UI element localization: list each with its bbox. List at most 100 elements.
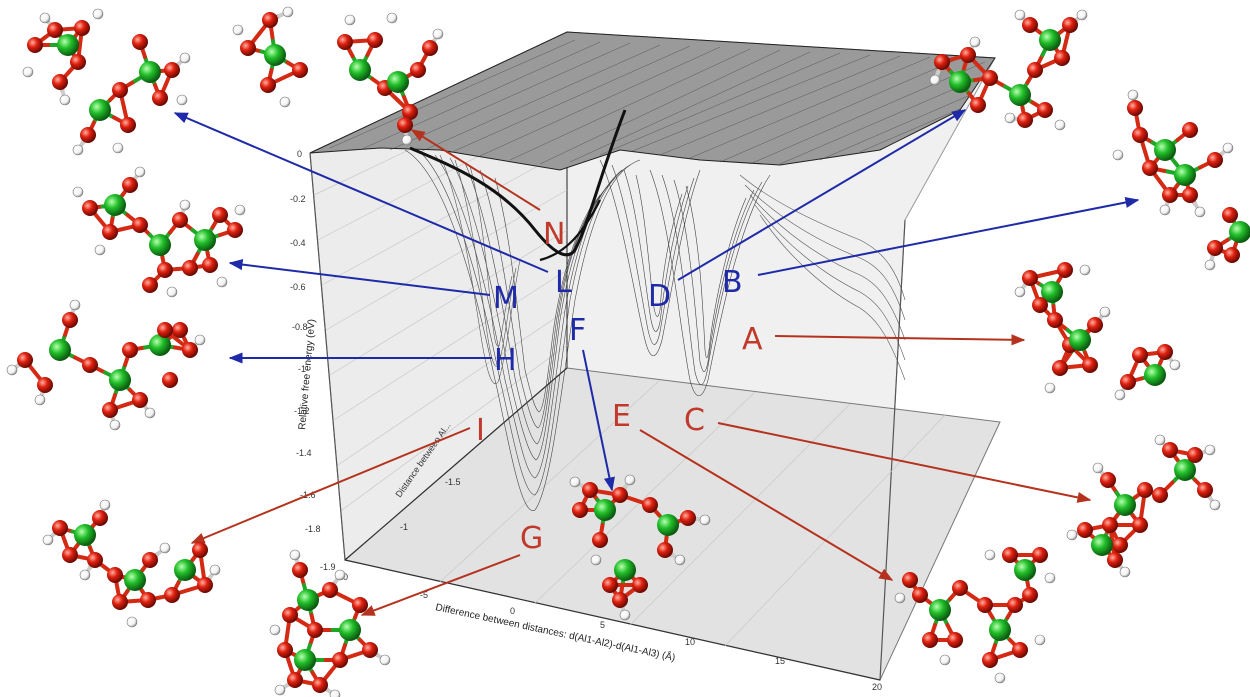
surface-ridge-dark bbox=[409, 109, 627, 257]
oxygen-atom bbox=[1152, 487, 1168, 503]
oxygen-atom bbox=[922, 632, 938, 648]
label-A: A bbox=[742, 322, 763, 357]
oxygen-atom bbox=[92, 510, 108, 526]
oxygen-atom bbox=[312, 677, 328, 693]
aluminum-atom bbox=[49, 339, 71, 361]
oxygen-atom bbox=[977, 597, 993, 613]
oxygen-atom bbox=[164, 62, 180, 78]
hydrogen-atom bbox=[39, 12, 51, 24]
oxygen-atom bbox=[37, 377, 53, 393]
oxygen-atom bbox=[142, 277, 158, 293]
oxygen-atom bbox=[1012, 642, 1028, 658]
oxygen-atom bbox=[612, 487, 628, 503]
oxygen-atom bbox=[1157, 344, 1173, 360]
hydrogen-atom bbox=[1014, 9, 1026, 21]
x-tick: 0 bbox=[510, 606, 515, 616]
oxygen-atom bbox=[47, 22, 63, 38]
oxygen-atom bbox=[240, 40, 256, 56]
plot-box bbox=[309, 31, 1001, 682]
aluminum-atom bbox=[1069, 329, 1091, 351]
hydrogen-atom bbox=[126, 616, 138, 628]
aluminum-atom bbox=[949, 71, 971, 93]
hydrogen-atom bbox=[112, 142, 124, 154]
oxygen-atom bbox=[1037, 102, 1053, 118]
aluminum-atom bbox=[657, 514, 679, 536]
oxygen-atom bbox=[1162, 187, 1178, 203]
hydrogen-atom bbox=[209, 564, 221, 576]
oxygen-atom bbox=[1102, 517, 1118, 533]
aluminum-atom bbox=[989, 619, 1011, 641]
oxygen-atom bbox=[112, 594, 128, 610]
oxygen-atom bbox=[902, 572, 918, 588]
hydrogen-atom bbox=[1079, 264, 1091, 276]
hydrogen-atom bbox=[274, 684, 286, 696]
molecule-bottom-E bbox=[894, 547, 1056, 684]
oxygen-atom bbox=[612, 592, 628, 608]
oxygen-atom bbox=[87, 552, 103, 568]
hydrogen-atom bbox=[624, 474, 636, 486]
oxygen-atom bbox=[602, 577, 618, 593]
molecule-top-left bbox=[22, 8, 191, 156]
oxygen-atom bbox=[107, 567, 123, 583]
aluminum-atom bbox=[339, 619, 361, 641]
hydrogen-atom bbox=[929, 74, 941, 86]
hydrogen-atom bbox=[42, 534, 54, 546]
hydrogen-atom bbox=[22, 66, 34, 78]
oxygen-atom bbox=[260, 77, 276, 93]
hydrogen-atom bbox=[1194, 206, 1206, 218]
oxygen-atom bbox=[122, 342, 138, 358]
arrow-L bbox=[173, 112, 549, 273]
hydrogen-atom bbox=[282, 6, 294, 18]
aluminum-atom bbox=[1229, 221, 1250, 243]
surface-top-plateau bbox=[309, 31, 996, 171]
label-I: I bbox=[476, 413, 485, 448]
aluminum-atom bbox=[1014, 559, 1036, 581]
oxygen-atom bbox=[132, 34, 148, 50]
oxygen-atom bbox=[152, 90, 168, 106]
label-H: H bbox=[494, 343, 517, 378]
oxygen-atom bbox=[1022, 17, 1038, 33]
oxygen-atom bbox=[1007, 597, 1023, 613]
oxygen-atom bbox=[162, 372, 178, 388]
oxygen-atom bbox=[142, 552, 158, 568]
oxygen-atom bbox=[582, 482, 598, 498]
hydrogen-atom bbox=[1066, 529, 1078, 541]
aluminum-atom bbox=[1154, 139, 1176, 161]
oxygen-atom bbox=[17, 352, 33, 368]
hydrogen-atom bbox=[379, 654, 391, 666]
oxygen-atom bbox=[1120, 374, 1136, 390]
aluminum-atom bbox=[124, 569, 146, 591]
oxygen-atom bbox=[164, 587, 180, 603]
molecule-top-right bbox=[929, 9, 1088, 131]
hydrogen-atom bbox=[1044, 572, 1056, 584]
oxygen-atom bbox=[1112, 537, 1128, 553]
molecule-right-A bbox=[1014, 262, 1181, 401]
label-D: D bbox=[648, 279, 671, 314]
hydrogen-atom bbox=[216, 276, 228, 288]
x-tick: -5 bbox=[420, 590, 428, 600]
oxygen-atom bbox=[70, 54, 86, 70]
oxygen-atom bbox=[402, 104, 418, 120]
aluminum-atom bbox=[264, 44, 286, 66]
aluminum-atom bbox=[149, 334, 171, 356]
oxygen-atom bbox=[140, 592, 156, 608]
y-axis-title: Relative free energy (eV) bbox=[297, 319, 318, 431]
oxygen-atom bbox=[934, 54, 950, 70]
hydrogen-atom bbox=[1099, 306, 1111, 318]
y-tick: -1.4 bbox=[296, 448, 312, 458]
hydrogen-atom bbox=[194, 334, 206, 346]
oxygen-atom bbox=[132, 217, 148, 233]
label-F: F bbox=[569, 313, 586, 348]
hydrogen-atom bbox=[159, 542, 171, 554]
oxygen-atom bbox=[1182, 122, 1198, 138]
aluminum-atom bbox=[614, 559, 636, 581]
label-C: C bbox=[684, 403, 705, 438]
hydrogen-atom bbox=[1034, 634, 1046, 646]
molecule-left-H bbox=[6, 299, 206, 431]
depth-tick: -1.5 bbox=[445, 477, 461, 487]
oxygen-atom bbox=[202, 257, 218, 273]
oxygen-atom bbox=[422, 40, 438, 56]
oxygen-atom bbox=[1022, 270, 1038, 286]
hydrogen-atom bbox=[674, 554, 686, 566]
aluminum-atom bbox=[194, 229, 216, 251]
